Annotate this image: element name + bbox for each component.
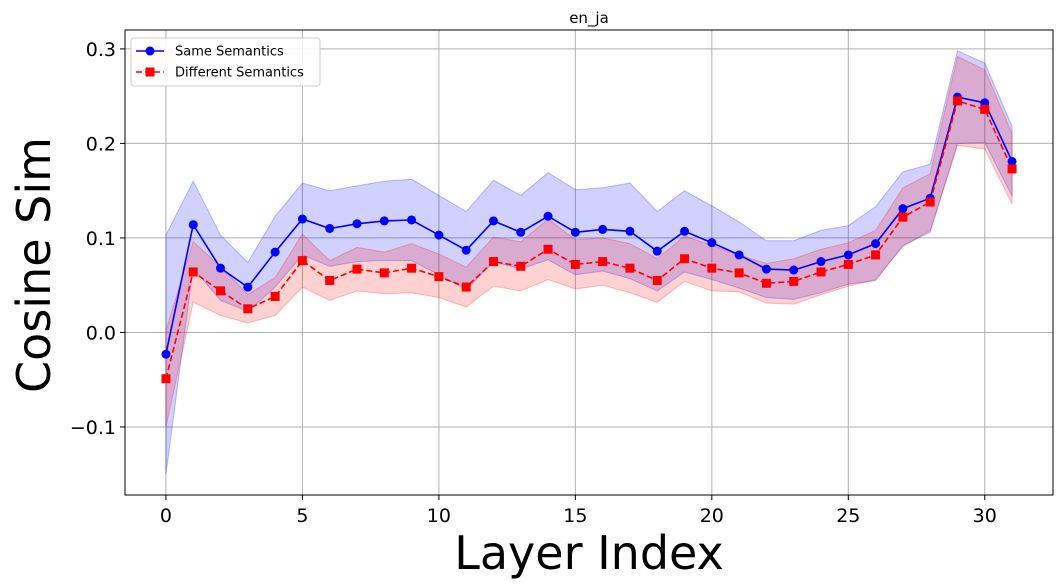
point-same-semantics xyxy=(598,224,608,234)
point-different-semantics xyxy=(352,264,362,274)
point-different-semantics xyxy=(516,261,526,271)
point-different-semantics xyxy=(652,275,662,285)
y-tick-label: 0.0 xyxy=(86,322,116,344)
point-different-semantics xyxy=(952,96,962,106)
y-tick-label: 0.1 xyxy=(86,228,116,250)
legend-marker-same-semantics xyxy=(145,46,155,56)
x-tick-label: 0 xyxy=(160,505,172,527)
point-same-semantics xyxy=(352,219,362,229)
x-tick-label: 5 xyxy=(296,505,308,527)
point-same-semantics xyxy=(270,247,280,257)
point-different-semantics xyxy=(488,257,498,267)
point-same-semantics xyxy=(816,257,826,267)
point-different-semantics xyxy=(407,263,417,273)
x-axis-ticks: 0 5 10 15 20 25 30 xyxy=(160,495,997,527)
x-tick-label: 30 xyxy=(973,505,997,527)
point-different-semantics xyxy=(461,282,471,292)
y-axis-label: Cosine Sim xyxy=(7,137,61,393)
x-tick-label: 25 xyxy=(836,505,860,527)
point-different-semantics xyxy=(925,197,935,207)
point-same-semantics xyxy=(161,349,171,359)
point-same-semantics xyxy=(461,245,471,255)
point-same-semantics xyxy=(325,223,335,233)
point-same-semantics xyxy=(734,250,744,260)
band-different-semantics xyxy=(165,55,1013,428)
point-different-semantics xyxy=(570,259,580,269)
point-same-semantics xyxy=(407,215,417,225)
point-same-semantics xyxy=(297,214,307,224)
point-same-semantics xyxy=(680,226,690,236)
legend-box xyxy=(130,37,321,87)
series-lines xyxy=(165,96,1013,379)
point-same-semantics xyxy=(243,282,253,292)
point-same-semantics xyxy=(1007,156,1017,166)
point-different-semantics xyxy=(325,275,335,285)
y-tick-label: −0.1 xyxy=(70,417,116,439)
point-different-semantics xyxy=(1007,164,1017,174)
x-tick-label: 10 xyxy=(427,505,451,527)
point-same-semantics xyxy=(379,216,389,226)
point-different-semantics xyxy=(843,259,853,269)
legend-label-different-semantics: Different Semantics xyxy=(175,66,304,81)
point-same-semantics xyxy=(516,227,526,237)
point-same-semantics xyxy=(188,220,198,230)
point-different-semantics xyxy=(680,254,690,264)
point-different-semantics xyxy=(270,292,280,302)
chart-title: en_ja xyxy=(569,9,609,28)
line-same-semantics xyxy=(165,96,1013,355)
point-different-semantics xyxy=(707,263,717,273)
point-different-semantics xyxy=(898,212,908,222)
point-different-semantics xyxy=(761,278,771,288)
point-same-semantics xyxy=(707,238,717,248)
point-different-semantics xyxy=(434,272,444,282)
y-tick-label: 0.3 xyxy=(86,39,116,61)
series-markers xyxy=(161,92,1017,384)
point-different-semantics xyxy=(297,256,307,266)
legend-marker-different-semantics xyxy=(145,67,155,77)
point-different-semantics xyxy=(598,257,608,267)
x-axis-label: Layer Index xyxy=(454,526,724,580)
point-same-semantics xyxy=(898,204,908,214)
point-same-semantics xyxy=(570,227,580,237)
point-different-semantics xyxy=(188,267,198,277)
point-same-semantics xyxy=(488,216,498,226)
point-same-semantics xyxy=(843,250,853,260)
point-different-semantics xyxy=(216,286,226,296)
point-different-semantics xyxy=(543,244,553,254)
y-axis-ticks: −0.1 0.0 0.1 0.2 0.3 xyxy=(70,39,125,439)
point-same-semantics xyxy=(216,263,226,273)
point-different-semantics xyxy=(379,268,389,278)
y-tick-label: 0.2 xyxy=(86,133,116,155)
x-tick-label: 20 xyxy=(700,505,724,527)
point-different-semantics xyxy=(980,104,990,114)
point-same-semantics xyxy=(789,265,799,275)
point-same-semantics xyxy=(871,239,881,249)
point-same-semantics xyxy=(761,264,771,274)
point-same-semantics xyxy=(625,226,635,236)
point-different-semantics xyxy=(243,304,253,314)
point-same-semantics xyxy=(543,211,553,221)
point-different-semantics xyxy=(871,250,881,260)
point-different-semantics xyxy=(625,263,635,273)
point-same-semantics xyxy=(652,246,662,256)
point-different-semantics xyxy=(161,374,171,384)
point-different-semantics xyxy=(816,267,826,277)
plot-frame xyxy=(124,29,1054,496)
point-different-semantics xyxy=(789,276,799,286)
x-tick-label: 15 xyxy=(563,505,587,527)
point-same-semantics xyxy=(434,230,444,240)
legend-label-same-semantics: Same Semantics xyxy=(175,45,284,60)
line-different-semantics xyxy=(165,99,1013,379)
point-different-semantics xyxy=(734,268,744,278)
legend: Same Semantics Different Semantics xyxy=(130,37,321,87)
